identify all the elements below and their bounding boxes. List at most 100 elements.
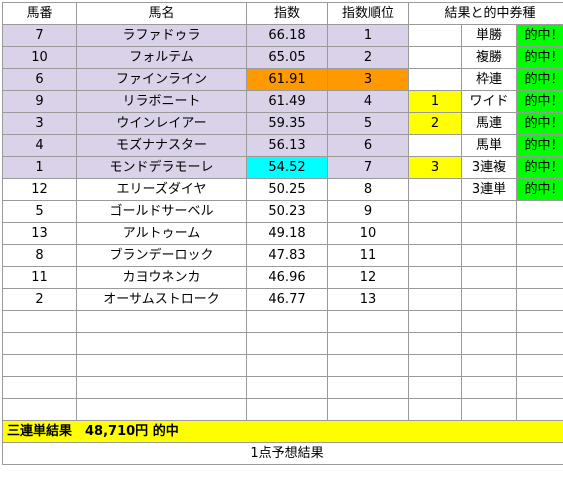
- empty-row: [2, 398, 563, 421]
- index-rank-cell: 6: [327, 134, 409, 157]
- empty-cell: [246, 332, 328, 355]
- empty-cell: [461, 354, 517, 377]
- table-row: 12 エリーズダイヤ 50.25 8 3連単 的中！: [2, 178, 563, 201]
- header-index-rank: 指数順位: [327, 2, 409, 25]
- index-rank-cell: 1: [327, 24, 409, 47]
- header-result-bet-types: 結果と的中券種: [407, 2, 563, 25]
- selection-mark-cell: [408, 46, 462, 69]
- index-rank-cell: 10: [327, 222, 409, 245]
- index-cell: 56.13: [246, 134, 328, 157]
- header-row: 馬番 馬名 指数 指数順位 結果と的中券種: [2, 2, 563, 25]
- empty-cell: [2, 398, 77, 421]
- index-cell: 66.18: [246, 24, 328, 47]
- empty-row: [2, 310, 563, 333]
- horse-number-cell: 6: [2, 68, 77, 91]
- bet-type-cell: 馬連: [461, 112, 517, 135]
- selection-mark-cell: [408, 266, 462, 289]
- empty-cell: [76, 376, 247, 399]
- horse-name-cell: ウインレイアー: [76, 112, 247, 135]
- selection-mark-cell: [408, 200, 462, 223]
- table-row: 4 モズナナスター 56.13 6 馬単 的中！: [2, 134, 563, 157]
- footer-row: 1点予想結果: [1, 442, 563, 465]
- selection-mark-cell: 2: [408, 112, 462, 135]
- empty-cell: [461, 376, 517, 399]
- selection-mark-cell: [408, 68, 462, 91]
- bet-type-cell: ワイド: [461, 90, 517, 113]
- header-horse-name: 馬名: [76, 2, 247, 25]
- header-index: 指数: [246, 2, 328, 25]
- horse-number-cell: 8: [2, 244, 77, 267]
- selection-mark-cell: 1: [408, 90, 462, 113]
- index-rank-cell: 9: [327, 200, 409, 223]
- prediction-results-table: 馬番 馬名 指数 指数順位 結果と的中券種 7 ラファドゥラ 66.18 1 単勝 的中！…: [1, 2, 563, 465]
- bet-type-cell: [461, 288, 517, 311]
- empty-cell: [246, 376, 328, 399]
- bet-type-cell: 3連複: [461, 156, 517, 179]
- index-cell: 46.96: [246, 266, 328, 289]
- empty-cell: [246, 310, 328, 333]
- horse-name-cell: カヨウネンカ: [76, 266, 247, 289]
- hit-status-cell: 的中！: [515, 90, 563, 113]
- index-rank-cell: 13: [327, 288, 409, 311]
- empty-cell: [76, 354, 247, 377]
- hit-status-cell: [515, 266, 563, 289]
- empty-cell: [76, 398, 247, 421]
- index-rank-cell: 5: [327, 112, 409, 135]
- horse-name-cell: ファインライン: [76, 68, 247, 91]
- empty-row: [2, 376, 563, 399]
- index-cell: 49.18: [246, 222, 328, 245]
- bet-type-cell: 3連単: [461, 178, 517, 201]
- empty-row: [2, 354, 563, 377]
- bet-type-cell: [461, 222, 517, 245]
- index-cell: 59.35: [246, 112, 328, 135]
- empty-cell: [461, 310, 517, 333]
- selection-mark-cell: [408, 244, 462, 267]
- empty-cell: [327, 332, 409, 355]
- empty-cell: [461, 332, 517, 355]
- table-row: 13 アルトゥーム 49.18 10: [2, 222, 563, 245]
- horse-number-cell: 3: [2, 112, 77, 135]
- horse-number-cell: 4: [2, 134, 77, 157]
- header-horse-number: 馬番: [2, 2, 77, 25]
- horse-number-cell: 12: [2, 178, 77, 201]
- table-row: 3 ウインレイアー 59.35 5 2 馬連 的中！: [2, 112, 563, 135]
- hit-status-cell: 的中！: [515, 24, 563, 47]
- empty-cell: [2, 376, 77, 399]
- bet-type-cell: [461, 244, 517, 267]
- empty-cell: [408, 354, 462, 377]
- empty-cell: [515, 354, 563, 377]
- empty-cell: [2, 354, 77, 377]
- index-cell: 61.49: [246, 90, 328, 113]
- empty-cell: [515, 332, 563, 355]
- empty-cell: [327, 398, 409, 421]
- hit-status-cell: 的中！: [515, 46, 563, 69]
- selection-mark-cell: [408, 222, 462, 245]
- table-row: 7 ラファドゥラ 66.18 1 単勝 的中！: [2, 24, 563, 47]
- empty-cell: [327, 310, 409, 333]
- bet-type-cell: 枠連: [461, 68, 517, 91]
- horse-name-cell: フォルテム: [76, 46, 247, 69]
- table-row: 8 ブランデーロック 47.83 11: [2, 244, 563, 267]
- horse-name-cell: オーサムストローク: [76, 288, 247, 311]
- horse-number-cell: 1: [2, 156, 77, 179]
- empty-cell: [327, 376, 409, 399]
- hit-status-cell: 的中！: [515, 112, 563, 135]
- empty-cell: [76, 332, 247, 355]
- horse-number-cell: 2: [2, 288, 77, 311]
- horse-number-cell: 7: [2, 24, 77, 47]
- empty-cell: [327, 354, 409, 377]
- index-rank-cell: 11: [327, 244, 409, 267]
- horse-name-cell: ゴールドサーベル: [76, 200, 247, 223]
- index-rank-cell: 12: [327, 266, 409, 289]
- index-rank-cell: 2: [327, 46, 409, 69]
- empty-cell: [515, 376, 563, 399]
- index-cell: 65.05: [246, 46, 328, 69]
- hit-status-cell: [515, 244, 563, 267]
- table-row: 9 リラボニート 61.49 4 1 ワイド 的中！: [2, 90, 563, 113]
- horse-name-cell: アルトゥーム: [76, 222, 247, 245]
- selection-mark-cell: [408, 288, 462, 311]
- table-row: 1 モンドデラモーレ 54.52 7 3 3連複 的中！: [2, 156, 563, 179]
- index-rank-cell: 4: [327, 90, 409, 113]
- selection-mark-cell: [408, 178, 462, 201]
- table-row: 10 フォルテム 65.05 2 複勝 的中！: [2, 46, 563, 69]
